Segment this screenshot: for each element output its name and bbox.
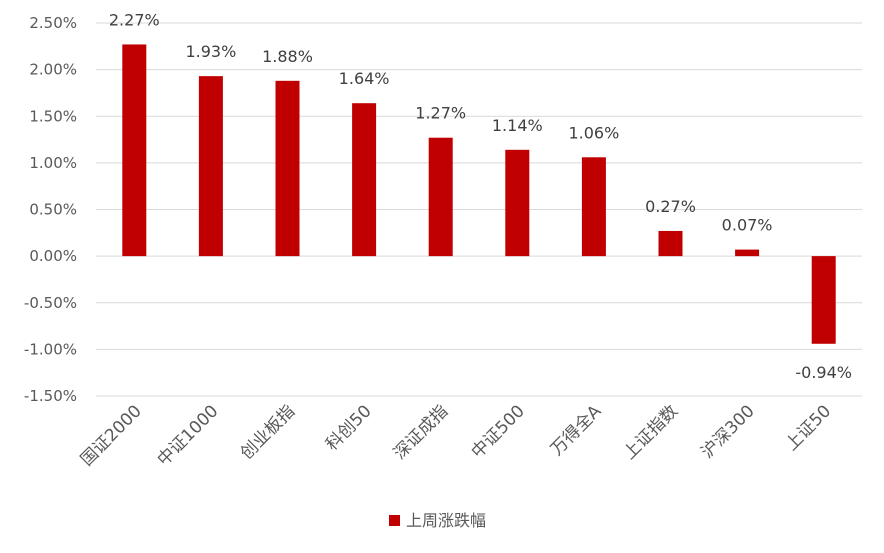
y-tick-label: 1.00% <box>29 154 77 172</box>
data-label: 1.88% <box>262 47 313 66</box>
y-tick-label: -1.00% <box>24 340 77 358</box>
x-category-label: 上证50 <box>782 401 835 454</box>
legend: 上周涨跌幅 <box>389 511 486 530</box>
bar <box>275 80 300 257</box>
data-label: 1.93% <box>185 42 236 61</box>
x-category-label: 科创50 <box>322 401 375 454</box>
y-tick-label: -1.50% <box>24 387 77 405</box>
bar <box>198 76 223 257</box>
bar <box>428 137 453 257</box>
data-label: 1.64% <box>339 69 390 88</box>
data-label: 1.14% <box>492 116 543 135</box>
y-tick-label: 2.00% <box>29 61 77 79</box>
y-tick-label: 1.50% <box>29 107 77 125</box>
data-label: 1.06% <box>568 123 619 142</box>
bar <box>122 44 147 257</box>
y-tick-label: -0.50% <box>24 294 77 312</box>
bar <box>581 157 606 257</box>
x-category-label: 国证2000 <box>77 401 146 470</box>
data-label: 0.27% <box>645 197 696 216</box>
x-axis-category-labels: 国证2000 中证1000 创业板指 科创50 深证成指 中证500 万得全A 上证指数 沪深3… <box>77 401 835 470</box>
x-category-label: 沪深300 <box>698 401 759 462</box>
x-category-label: 万得全A <box>547 401 606 460</box>
y-tick-label: 0.50% <box>29 201 77 219</box>
x-category-label: 创业板指 <box>237 401 299 463</box>
bar <box>352 103 377 257</box>
data-label: 0.07% <box>722 216 773 235</box>
x-category-label: 上证指数 <box>620 401 682 463</box>
y-tick-label: 0.00% <box>29 247 77 265</box>
x-category-label: 中证1000 <box>154 401 223 470</box>
data-labels: 2.27% 1.93% 1.88% 1.64% 1.27% 1.14% 1.06% 0.27%… <box>109 10 852 381</box>
data-label: 2.27% <box>109 10 160 29</box>
data-label: 1.27% <box>415 104 466 123</box>
y-axis-tick-labels: 2.50% 2.00% 1.50% 1.00% 0.50% 0.00% -0.50% -1.0… <box>24 14 77 405</box>
legend-label: 上周涨跌幅 <box>406 511 486 530</box>
legend-swatch <box>389 515 400 526</box>
gridlines <box>96 22 862 397</box>
bar <box>505 149 530 257</box>
x-category-label: 中证500 <box>468 401 529 462</box>
bar <box>811 256 836 344</box>
bar <box>735 249 760 257</box>
y-tick-label: 2.50% <box>29 14 77 32</box>
bars <box>122 44 836 344</box>
data-label: -0.94% <box>795 363 852 382</box>
x-category-label: 深证成指 <box>390 401 452 463</box>
bar <box>658 230 683 257</box>
